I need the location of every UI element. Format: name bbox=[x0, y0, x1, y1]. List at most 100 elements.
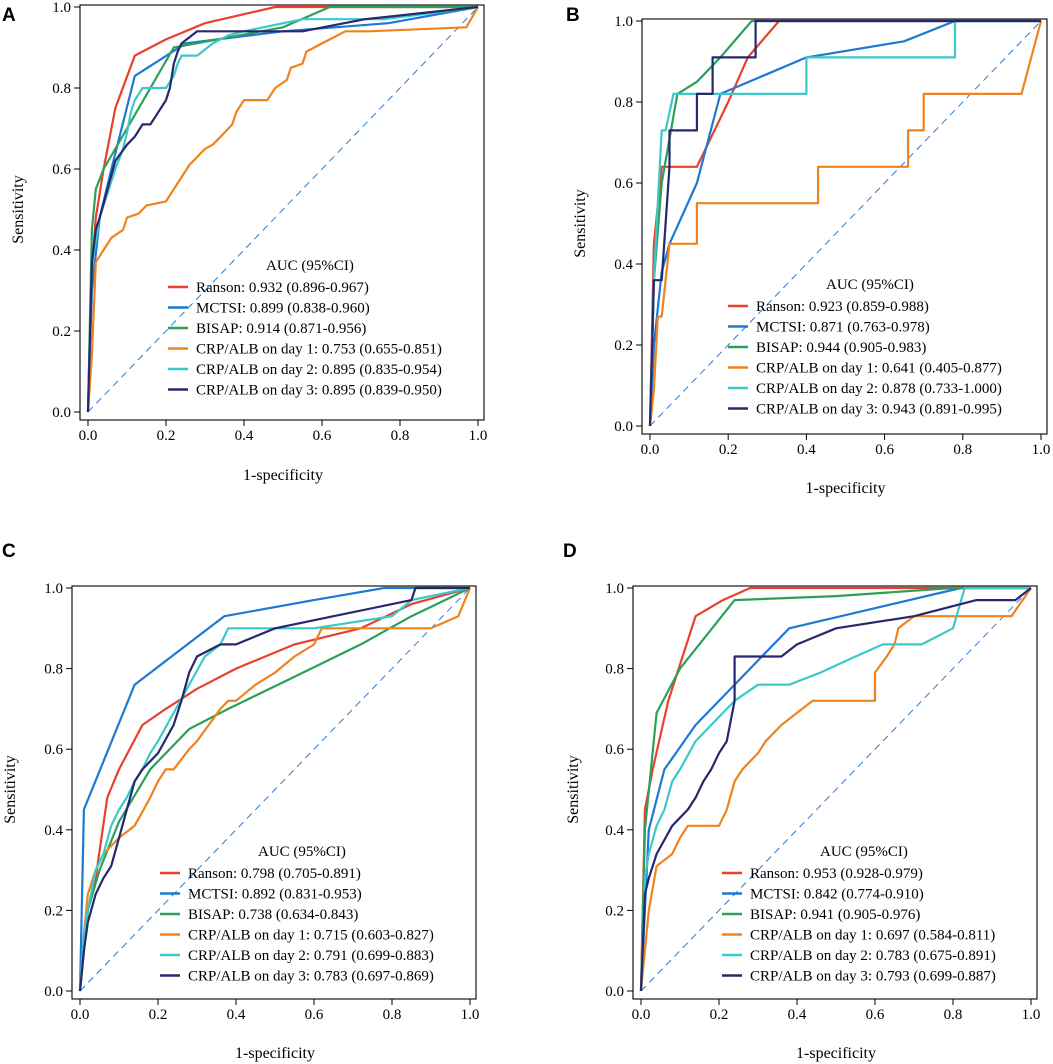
y-tick-label: 0.8 bbox=[44, 662, 63, 678]
x-tick-label: 0.8 bbox=[953, 442, 972, 458]
x-tick-label: 0.2 bbox=[719, 442, 738, 458]
x-tick-label: 0.2 bbox=[149, 1007, 168, 1023]
legend-entry: BISAP: 0.738 (0.634-0.843) bbox=[188, 907, 358, 923]
y-tick-label: 1.0 bbox=[605, 581, 624, 597]
x-axis-title: 1-specificity bbox=[243, 467, 323, 484]
roc-line-crp-alb-on-day-3 bbox=[86, 5, 479, 413]
x-tick-label: 0.8 bbox=[391, 428, 410, 444]
legend-entry: CRP/ALB on day 2: 0.895 (0.835-0.954) bbox=[196, 362, 442, 378]
panel-label: D bbox=[563, 541, 577, 562]
y-tick-label: 0.8 bbox=[605, 662, 624, 678]
x-tick-label: 0.0 bbox=[71, 1007, 90, 1023]
y-axis-title: Sensitivity bbox=[10, 175, 27, 243]
x-tick-label: 0.0 bbox=[79, 428, 98, 444]
y-tick-label: 0.0 bbox=[605, 984, 624, 1000]
y-tick-label: 0.4 bbox=[44, 823, 63, 839]
x-tick-label: 0.0 bbox=[641, 442, 660, 458]
legend-entry: Ranson: 0.798 (0.705-0.891) bbox=[188, 866, 361, 882]
roc-line-bisap bbox=[639, 586, 1031, 992]
roc-line-ranson bbox=[639, 586, 1031, 992]
legend-entry: CRP/ALB on day 2: 0.878 (0.733-1.000) bbox=[756, 381, 1002, 397]
plot-frame bbox=[632, 585, 1038, 1000]
y-tick-label: 0.0 bbox=[52, 405, 71, 421]
reference-diagonal bbox=[87, 6, 479, 413]
legend-entry: CRP/ALB on day 1: 0.715 (0.603-0.827) bbox=[188, 928, 434, 944]
panel-a: A 0.0 0.0 0.2 0.2 0.4 0.4 0.6 0.6 0.8 0.8 1.0 1.0 1-s… bbox=[2, 0, 487, 484]
roc-line-crp-alb-on-day-2 bbox=[648, 19, 1041, 427]
legend-title: AUC (95%CI) bbox=[266, 258, 354, 274]
legend-entry: CRP/ALB on day 3: 0.895 (0.839-0.950) bbox=[196, 383, 442, 399]
legend-entry: Ranson: 0.953 (0.928-0.979) bbox=[750, 866, 923, 882]
y-tick-label: 0.0 bbox=[614, 419, 633, 435]
y-tick-label: 1.0 bbox=[44, 581, 63, 597]
x-axis-title: 1-specificity bbox=[796, 1045, 876, 1062]
legend-entry: MCTSI: 0.899 (0.838-0.960) bbox=[196, 301, 370, 317]
legend-entry: CRP/ALB on day 3: 0.793 (0.699-0.887) bbox=[750, 969, 996, 985]
y-tick-label: 0.6 bbox=[605, 742, 624, 758]
y-tick-label: 0.6 bbox=[44, 742, 63, 758]
roc-line-crp-alb-on-day-1 bbox=[86, 6, 479, 413]
legend-entry: CRP/ALB on day 2: 0.791 (0.699-0.883) bbox=[188, 948, 434, 964]
legend-entry: BISAP: 0.944 (0.905-0.983) bbox=[756, 340, 926, 356]
legend-entry: CRP/ALB on day 3: 0.783 (0.697-0.869) bbox=[188, 969, 434, 985]
plot-frame bbox=[71, 585, 477, 1000]
legend-title: AUC (95%CI) bbox=[826, 277, 914, 293]
panel-b: B 0.0 0.0 0.2 0.2 0.4 0.4 0.6 0.6 0.8 0.8 1.0 1.0 1-s… bbox=[566, 5, 1050, 497]
y-tick-label: 0.2 bbox=[44, 903, 63, 919]
y-tick-label: 1.0 bbox=[614, 14, 633, 30]
roc-line-crp-alb-on-day-1 bbox=[648, 20, 1043, 427]
x-tick-label: 0.2 bbox=[710, 1007, 729, 1023]
legend-entry: Ranson: 0.923 (0.859-0.988) bbox=[756, 299, 929, 315]
roc-line-mctsi bbox=[78, 586, 470, 992]
roc-line-crp-alb-on-day-2 bbox=[86, 5, 479, 413]
roc-line-crp-alb-on-day-3 bbox=[639, 587, 1032, 992]
x-tick-label: 0.0 bbox=[632, 1007, 651, 1023]
roc-line-bisap bbox=[78, 587, 471, 992]
legend-entry: BISAP: 0.941 (0.905-0.976) bbox=[750, 907, 920, 923]
roc-line-crp-alb-on-day-1 bbox=[78, 587, 472, 992]
x-tick-label: 0.8 bbox=[944, 1007, 963, 1023]
x-axis-title: 1-specificity bbox=[235, 1045, 315, 1062]
x-tick-label: 1.0 bbox=[461, 1007, 480, 1023]
x-tick-label: 0.6 bbox=[313, 428, 332, 444]
plot-frame bbox=[79, 4, 485, 421]
roc-line-mctsi bbox=[86, 5, 479, 413]
roc-line-crp-alb-on-day-3 bbox=[78, 586, 470, 992]
x-tick-label: 0.2 bbox=[157, 428, 176, 444]
roc-line-mctsi bbox=[648, 19, 1041, 427]
legend-title: AUC (95%CI) bbox=[258, 844, 346, 860]
x-tick-label: 0.4 bbox=[788, 1007, 807, 1023]
panel-label: B bbox=[566, 5, 580, 26]
reference-diagonal bbox=[649, 20, 1042, 427]
y-tick-label: 1.0 bbox=[52, 0, 71, 16]
legend-entry: MCTSI: 0.892 (0.831-0.953) bbox=[188, 887, 362, 903]
x-tick-label: 0.4 bbox=[797, 442, 816, 458]
y-axis-title: Sensitivity bbox=[565, 755, 582, 823]
legend-entry: CRP/ALB on day 1: 0.641 (0.405-0.877) bbox=[756, 361, 1002, 377]
x-tick-label: 1.0 bbox=[1022, 1007, 1041, 1023]
y-tick-label: 0.0 bbox=[44, 984, 63, 1000]
legend-entry: BISAP: 0.914 (0.871-0.956) bbox=[196, 321, 366, 337]
legend-entry: Ranson: 0.932 (0.896-0.967) bbox=[196, 280, 369, 296]
legend-entry: CRP/ALB on day 2: 0.783 (0.675-0.891) bbox=[750, 948, 996, 964]
reference-diagonal bbox=[79, 587, 471, 992]
x-tick-label: 0.4 bbox=[227, 1007, 246, 1023]
x-tick-label: 1.0 bbox=[1032, 442, 1051, 458]
x-tick-label: 0.8 bbox=[383, 1007, 402, 1023]
legend-entry: MCTSI: 0.842 (0.774-0.910) bbox=[750, 887, 924, 903]
x-tick-label: 0.6 bbox=[866, 1007, 885, 1023]
x-tick-label: 0.6 bbox=[305, 1007, 324, 1023]
x-axis-title: 1-specificity bbox=[806, 480, 886, 497]
y-tick-label: 0.6 bbox=[614, 176, 633, 192]
panel-label: A bbox=[2, 5, 16, 26]
panel-d: D 0.0 0.0 0.2 0.2 0.4 0.4 0.6 0.6 0.8 0.8 1.0 1.0 1-s… bbox=[563, 541, 1040, 1062]
x-tick-label: 0.6 bbox=[875, 442, 894, 458]
roc-line-crp-alb-on-day-2 bbox=[78, 586, 471, 992]
legend-entry: CRP/ALB on day 1: 0.753 (0.655-0.851) bbox=[196, 342, 442, 358]
plot-frame bbox=[641, 18, 1048, 435]
legend-entry: MCTSI: 0.871 (0.763-0.978) bbox=[756, 320, 930, 336]
y-axis-title: Sensitivity bbox=[572, 189, 589, 257]
legend-entry: CRP/ALB on day 1: 0.697 (0.584-0.811) bbox=[750, 928, 995, 944]
y-tick-label: 0.4 bbox=[52, 243, 71, 259]
